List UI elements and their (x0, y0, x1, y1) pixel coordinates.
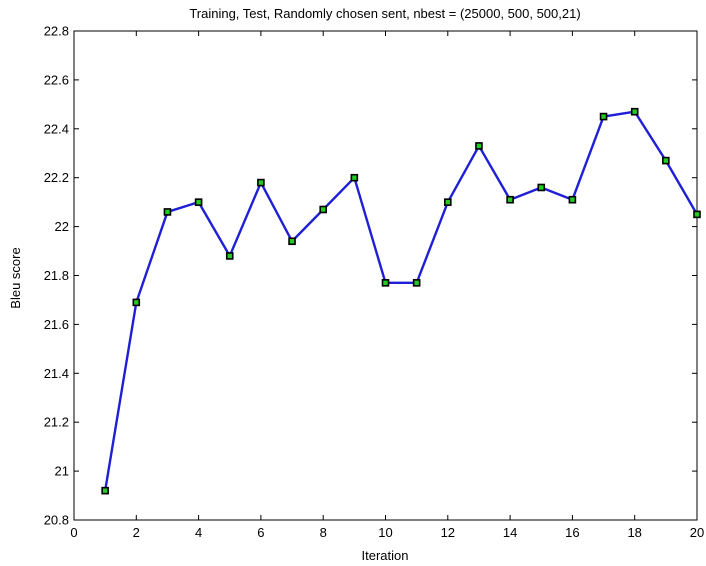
x-tick-label: 4 (195, 525, 202, 540)
data-point-marker (381, 279, 390, 287)
y-axis-label: Bleu score (8, 247, 23, 308)
data-point-marker (319, 205, 328, 214)
data-point-marker (506, 195, 514, 204)
x-tick-label: 20 (690, 525, 704, 540)
data-point-marker (412, 279, 421, 287)
data-point-marker (537, 183, 546, 192)
data-point-marker (693, 210, 701, 219)
y-tick-label: 22.8 (44, 24, 69, 39)
x-tick-label: 2 (133, 525, 140, 540)
y-tick-label: 21 (55, 464, 69, 479)
data-point-marker (225, 252, 234, 260)
x-tick-label: 16 (565, 525, 579, 540)
y-tick-label: 20.8 (44, 513, 69, 528)
plot-area: 0 2 4 6 8 10 12 14 16 18 20 20.8 21 21.2 21.4 21.6 21.8 2… (44, 24, 705, 541)
data-point-marker (630, 107, 639, 116)
data-point-marker (662, 156, 670, 165)
x-tick-label: 12 (441, 525, 455, 540)
y-tick-label: 21.8 (44, 268, 69, 283)
y-tick-label: 22.6 (44, 72, 69, 87)
y-tick-label: 22 (55, 219, 69, 234)
plot-frame (73, 30, 698, 521)
y-tick-label: 21.2 (44, 415, 69, 430)
data-point-marker (163, 208, 172, 216)
x-tick-label: 8 (320, 525, 327, 540)
data-point-marker (443, 198, 452, 206)
data-point-marker (475, 142, 483, 150)
x-axis-label: Iteration (362, 548, 409, 563)
data-point-marker (350, 173, 359, 182)
chart-title: Training, Test, Randomly chosen sent, nb… (189, 6, 580, 21)
data-point-marker (132, 298, 141, 307)
x-tick-label: 0 (70, 525, 77, 540)
data-point-marker (257, 178, 265, 187)
x-tick-label: 18 (627, 525, 641, 540)
data-point-marker (288, 237, 296, 246)
y-tick-label: 22.2 (44, 170, 69, 185)
y-tick-label: 21.4 (44, 366, 69, 381)
data-point-marker (568, 195, 577, 204)
series-line (103, 110, 699, 491)
y-tick-label: 22.4 (44, 121, 69, 136)
x-tick-label: 6 (257, 525, 264, 540)
data-point-marker (101, 486, 109, 495)
x-tick-label: 14 (503, 525, 517, 540)
data-point-marker (194, 198, 203, 206)
x-tick-label: 10 (378, 525, 392, 540)
y-tick-label: 21.6 (44, 317, 69, 332)
data-point-marker (599, 112, 608, 121)
